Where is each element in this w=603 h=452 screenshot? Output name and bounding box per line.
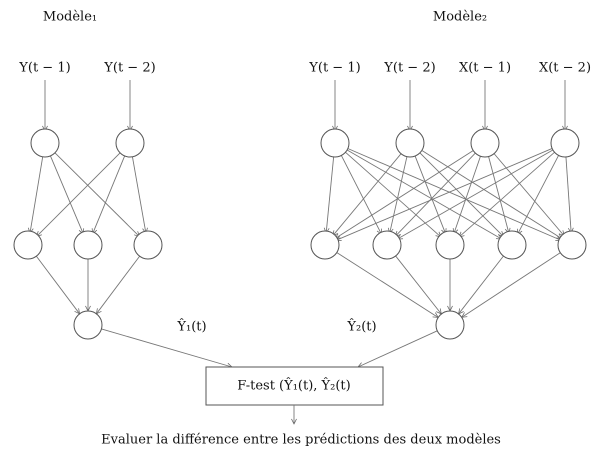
arrow — [459, 254, 506, 313]
arrow — [397, 148, 555, 239]
arrow — [419, 149, 562, 238]
neuron — [497, 230, 527, 260]
arrow — [454, 154, 482, 233]
arrow — [394, 254, 441, 314]
arrow — [395, 151, 478, 237]
arrow — [340, 153, 382, 235]
conclusion: Evaluer la différence entre les prédicti… — [101, 433, 501, 448]
arrow — [34, 254, 79, 314]
model-title: Modèle₁ — [43, 10, 97, 25]
output-label: Ŷ₂(t) — [346, 319, 376, 335]
arrow — [101, 328, 232, 367]
arrow — [334, 251, 438, 317]
arrow — [30, 154, 44, 233]
neuron — [320, 128, 350, 158]
test-label: F-test (Ŷ₁(t), Ŷ₂(t) — [237, 378, 350, 394]
input-label: Y(t − 1) — [18, 61, 70, 76]
neuron — [550, 128, 580, 158]
arrow — [492, 151, 564, 236]
arrow — [96, 254, 142, 314]
arrow — [49, 153, 84, 234]
arrow — [36, 151, 122, 236]
neuron — [470, 128, 500, 158]
input-label: Y(t − 1) — [308, 61, 360, 76]
neuron — [30, 128, 60, 158]
arrow — [93, 153, 126, 234]
arrow — [517, 153, 560, 235]
arrow — [345, 147, 561, 241]
neuron — [395, 128, 425, 158]
arrow — [390, 154, 408, 234]
edges — [30, 80, 571, 367]
test-box — [205, 366, 384, 406]
neuron — [435, 230, 465, 260]
neuron — [310, 230, 340, 260]
output-label: Ŷ₁(t) — [176, 319, 206, 335]
nodes — [13, 128, 587, 340]
neuron — [435, 310, 465, 340]
arrow — [565, 154, 571, 233]
input-label: X(t − 1) — [459, 61, 511, 76]
arrow — [413, 154, 445, 234]
input-label: Y(t − 2) — [383, 61, 435, 76]
arrow — [326, 154, 335, 233]
neuron — [73, 230, 103, 260]
arrow — [418, 151, 503, 236]
neuron — [372, 230, 402, 260]
neuron — [133, 230, 163, 260]
neuron — [13, 230, 43, 260]
arrow — [131, 154, 146, 233]
arrow — [343, 150, 441, 237]
arrow — [459, 150, 557, 237]
neuron — [73, 310, 103, 340]
arrow — [335, 149, 476, 238]
arrow — [333, 151, 403, 236]
input-label: Y(t − 2) — [103, 61, 155, 76]
model-title: Modèle₂ — [433, 10, 487, 25]
neuron — [557, 230, 587, 260]
arrow — [487, 154, 509, 234]
arrow — [53, 151, 140, 236]
neuron — [115, 128, 145, 158]
arrow — [345, 148, 501, 239]
arrow — [358, 330, 438, 367]
arrow — [462, 251, 563, 318]
input-label: X(t − 2) — [539, 61, 591, 76]
arrow — [336, 147, 555, 241]
